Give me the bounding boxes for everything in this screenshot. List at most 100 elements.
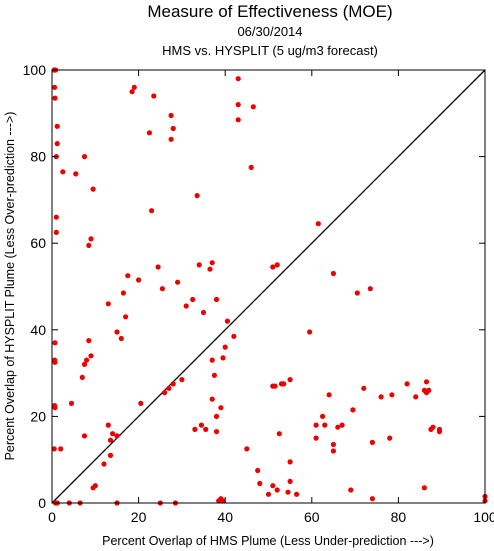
data-point: [257, 480, 263, 487]
data-point: [53, 229, 59, 235]
data-point: [244, 446, 250, 452]
data-point: [330, 270, 336, 277]
data-point: [367, 286, 373, 292]
data-point: [213, 429, 220, 435]
chart-subtitle: HMS vs. HYSPLIT (5 ug/m3 forecast): [162, 43, 378, 58]
data-point: [88, 353, 94, 359]
data-point: [53, 214, 59, 220]
data-point: [213, 413, 220, 419]
x-tick-label: 60: [304, 509, 320, 525]
data-point: [220, 498, 226, 504]
data-point: [413, 394, 419, 400]
data-point: [105, 422, 111, 428]
data-point: [270, 483, 276, 489]
y-tick-label: 60: [30, 235, 46, 251]
data-point: [313, 422, 319, 428]
chart-date: 06/30/2014: [237, 24, 302, 39]
data-point: [287, 459, 293, 465]
x-tick-label: 0: [48, 509, 56, 525]
data-point: [52, 84, 58, 90]
data-point: [272, 383, 278, 389]
data-point: [60, 169, 66, 175]
data-point: [285, 489, 291, 495]
data-point: [315, 221, 321, 227]
data-point: [168, 136, 174, 142]
data-point: [250, 104, 256, 110]
data-point: [81, 433, 88, 439]
data-point: [114, 433, 120, 439]
data-point: [159, 286, 165, 292]
data-point: [54, 123, 60, 129]
data-point: [73, 171, 79, 177]
data-point: [320, 413, 326, 419]
data-point: [354, 290, 360, 296]
data-point: [335, 424, 341, 430]
data-point: [248, 164, 254, 170]
axis-ticks: 0 20 40 60 80 100 0 20 40 60 80 100: [23, 62, 494, 525]
data-point: [200, 309, 207, 316]
data-point: [426, 387, 432, 393]
data-point: [322, 422, 328, 428]
data-point: [231, 333, 237, 339]
data-point: [110, 431, 116, 437]
data-point: [339, 422, 345, 428]
data-point: [52, 95, 58, 101]
data-point: [54, 141, 60, 147]
data-point: [52, 405, 58, 411]
data-point: [209, 396, 215, 402]
data-point: [307, 329, 313, 335]
data-point: [101, 461, 107, 467]
data-point: [224, 318, 230, 324]
data-point: [313, 435, 319, 441]
data-point: [421, 485, 427, 491]
data-point: [192, 426, 198, 432]
y-tick-label: 20: [30, 408, 46, 424]
data-point: [211, 372, 217, 378]
data-point: [194, 193, 200, 199]
data-point: [168, 112, 174, 119]
x-tick-label: 40: [217, 509, 233, 525]
data-point: [166, 385, 172, 391]
data-point: [107, 452, 114, 458]
x-tick-label: 20: [131, 509, 147, 525]
y-tick-label: 100: [23, 62, 47, 78]
data-point: [235, 117, 241, 123]
data-point: [79, 374, 85, 380]
data-point: [81, 361, 88, 367]
data-point: [423, 379, 430, 385]
y-tick-label: 40: [30, 322, 46, 338]
data-point: [222, 344, 228, 350]
data-point: [218, 405, 224, 411]
data-point: [213, 296, 220, 303]
data-point: [294, 491, 300, 497]
data-point: [207, 266, 213, 272]
data-point: [274, 262, 280, 268]
data-point: [235, 76, 241, 82]
data-point: [361, 385, 367, 391]
x-tick-label: 100: [473, 509, 494, 525]
plot-frame: [51, 69, 486, 504]
data-point: [51, 446, 57, 452]
data-point: [105, 301, 111, 307]
data-point: [170, 125, 176, 132]
data-point: [220, 355, 226, 361]
data-point: [287, 478, 293, 484]
data-point: [198, 422, 204, 428]
data-point: [162, 390, 168, 396]
data-point: [90, 186, 96, 192]
data-point: [209, 260, 215, 266]
data-point: [86, 242, 92, 248]
y-tick-label: 80: [30, 149, 46, 165]
data-point: [265, 491, 272, 497]
data-point: [146, 130, 152, 136]
diagonal-reference-line: [51, 69, 486, 504]
data-point: [58, 446, 64, 452]
data-point: [84, 357, 90, 363]
data-point: [287, 377, 293, 383]
data-point: [330, 441, 336, 448]
data-point: [369, 439, 375, 445]
y-tick-label: 0: [38, 495, 46, 511]
data-point: [179, 377, 185, 383]
data-point: [276, 431, 282, 437]
